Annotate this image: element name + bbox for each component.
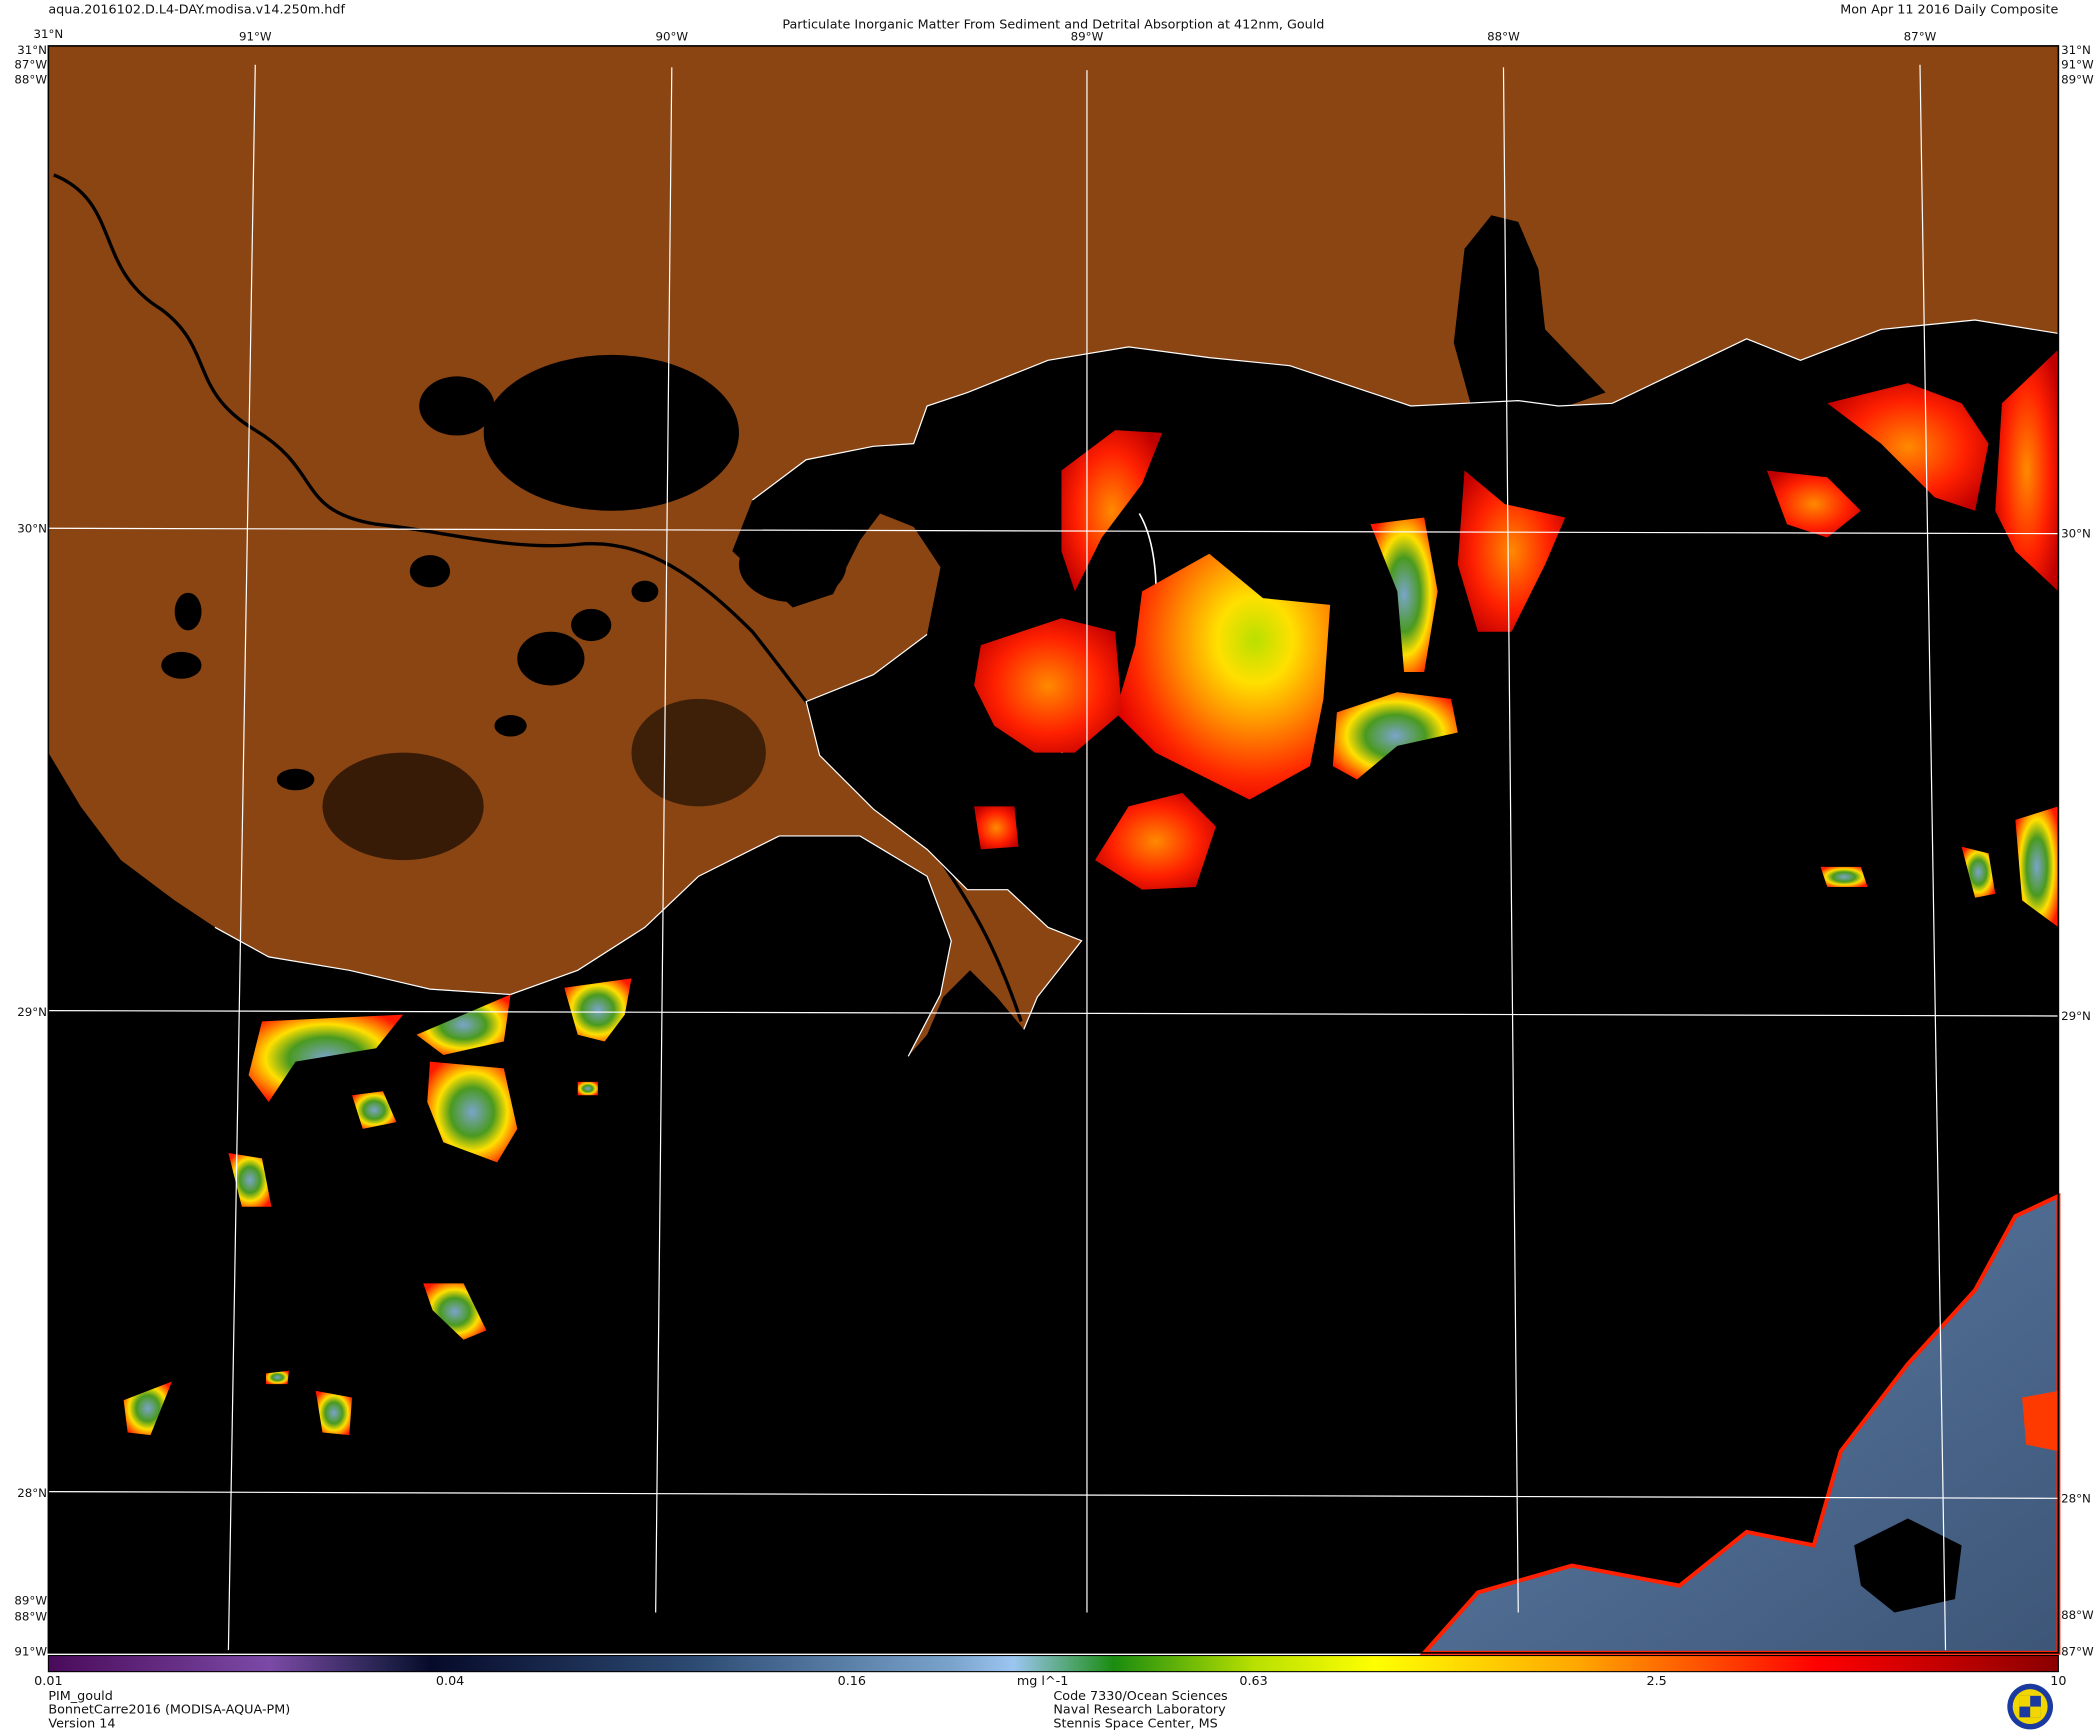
inland-lakes: [161, 555, 766, 861]
colorbar-tick: 0.04: [436, 1674, 464, 1689]
land: [48, 45, 2059, 1057]
plume-patch: [2015, 806, 2059, 928]
water-gap: [1854, 1518, 1962, 1613]
colorbar-tick: 10: [2050, 1674, 2066, 1689]
plume-patch: [1827, 383, 1989, 511]
map-panel: [47, 45, 2061, 1655]
lon-label: 88°W: [1487, 30, 1520, 44]
plume-patch: [1961, 846, 1996, 898]
lon-label: 91°W: [239, 30, 272, 44]
corner-label: 88°W: [2061, 1608, 2094, 1622]
plume-patch: [564, 978, 632, 1042]
version: Version 14: [48, 1716, 115, 1731]
plume-patch: [1332, 692, 1458, 780]
map-border: [47, 45, 2060, 1654]
colorbar: 0.01 0.04 0.16 mg l^-1 0.63 2.5 10: [34, 1654, 2066, 1689]
footer: PIM_gould BonnetCarre2016 (MODISA-AQUA-P…: [48, 1683, 2054, 1731]
colorbar-tick: 0.16: [838, 1674, 866, 1689]
plume-patch: [1820, 866, 1868, 887]
plume-patch: [423, 1283, 487, 1340]
corner-label: 31°N: [2061, 43, 2091, 57]
lat-label: 29°N: [2061, 1009, 2091, 1023]
plume-patch: [416, 994, 511, 1055]
corner-label: 87°W: [14, 58, 47, 72]
lat-label: 29°N: [17, 1005, 47, 1019]
mobile-bay: [1453, 215, 1606, 415]
corner-label: 89°W: [2061, 73, 2094, 87]
plume-patch: [228, 1153, 272, 1207]
lat-label: 28°N: [17, 1486, 47, 1500]
plume-patch: [123, 1381, 172, 1436]
graticule: [48, 64, 2059, 1651]
corner-label: 88°W: [14, 73, 47, 87]
dataset-name: BonnetCarre2016 (MODISA-AQUA-PM): [48, 1703, 290, 1718]
colorbar-tick: 2.5: [1647, 1674, 1667, 1689]
plume-patch: [1370, 517, 1438, 673]
colorbar-tick: 0.01: [34, 1674, 62, 1689]
corner-label: 31°N: [17, 43, 47, 57]
corner-label: 91°W: [14, 1645, 47, 1659]
delta-plume: [974, 618, 1122, 753]
plume-patch: [248, 1014, 404, 1102]
plume-patch: [1766, 470, 1861, 538]
corner-label: 91°W: [2061, 58, 2094, 72]
lake-borgne: [738, 526, 847, 603]
lake-pontchartrain: [483, 354, 739, 511]
lat-label: 28°N: [2061, 1491, 2091, 1505]
lat-label: 30°N: [17, 521, 47, 535]
lon-label: 90°W: [655, 30, 688, 44]
navy-research-lab-seal-icon: [2007, 1683, 2054, 1730]
corner-label: 89°W: [14, 1593, 47, 1607]
plume-patch: [974, 806, 1019, 850]
plume-patch: [2022, 1390, 2059, 1452]
plume-patch: [315, 1390, 353, 1436]
org-code: Code 7330/Ocean Sciences: [1053, 1689, 1228, 1704]
product-name: PIM_gould: [48, 1689, 112, 1704]
sediment-plumes: [123, 349, 2061, 1655]
plume-patch: [1457, 470, 1566, 632]
main-plume: [1115, 553, 1331, 800]
lake-maurepas: [419, 376, 495, 436]
corner-label: 87°W: [2061, 1645, 2094, 1659]
mississippi-river: [53, 173, 1023, 1022]
graticule-labels: 91°W 90°W 89°W 88°W 87°W 30°N 29°N 28°N …: [14, 27, 2094, 1659]
lon-label: 87°W: [1904, 30, 1937, 44]
lon-label: 89°W: [1071, 30, 1104, 44]
plume-patch: [577, 1081, 598, 1096]
plume-patch: [1995, 349, 2059, 592]
colorbar-gradient: [47, 1654, 2059, 1673]
colorbar-tick: 0.63: [1239, 1674, 1267, 1689]
map-title: Particulate Inorganic Matter From Sedime…: [782, 17, 1324, 32]
org-name: Naval Research Laboratory: [1053, 1703, 1226, 1718]
colorbar-units: mg l^-1: [1017, 1674, 1069, 1689]
file-name: aqua.2016102.D.L4-DAY.modisa.v14.250m.hd…: [48, 3, 345, 18]
corner-label: 88°W: [14, 1610, 47, 1624]
composite-date: Mon Apr 11 2016 Daily Composite: [1840, 3, 2058, 18]
coastline: [214, 319, 2059, 1057]
south-plume: [1095, 792, 1216, 890]
org-location: Stennis Space Center, MS: [1053, 1716, 1217, 1731]
plume-patch: [266, 1370, 289, 1385]
plume-patch: [352, 1091, 397, 1129]
corner-label: 31°N: [33, 27, 63, 41]
lat-label: 30°N: [2061, 527, 2091, 541]
plume-patch: [427, 1061, 518, 1163]
